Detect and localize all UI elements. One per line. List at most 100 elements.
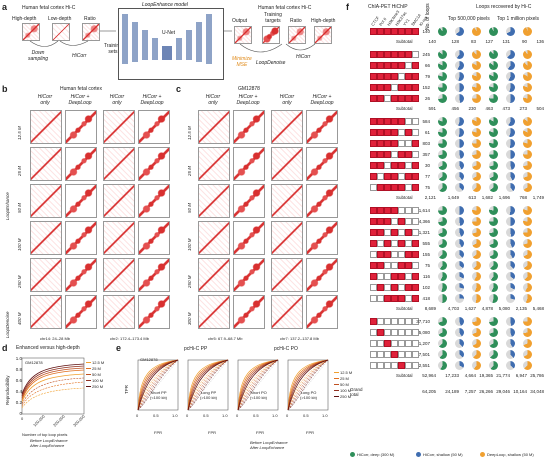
c-heatmap-r6-c2 [233, 295, 265, 329]
f-pie [489, 83, 498, 92]
f-factor-cell [412, 362, 419, 369]
f-pie [489, 361, 498, 370]
f-loop-count: 75 [424, 263, 430, 268]
f-factor-cell [370, 162, 377, 169]
f-factor-cell [391, 273, 398, 280]
d-sw-5 [86, 386, 91, 387]
f-pie [472, 361, 481, 370]
f-subtotal-value: 5,080 [498, 306, 510, 311]
f-pie [506, 128, 515, 137]
e-roc-curve-before [287, 359, 329, 411]
a-minimize-mse: Minimize MSE [232, 56, 252, 68]
f-pie [489, 139, 498, 148]
f-factor-cell [412, 51, 419, 58]
f-factor-cell [398, 140, 405, 147]
f-row: 75 [350, 182, 548, 193]
f-pie [523, 294, 532, 303]
f-pie [472, 50, 481, 59]
c-heatmap-r4-c3 [271, 221, 303, 255]
f-factor-cell [412, 140, 419, 147]
f-pie [489, 50, 498, 59]
c-heatmap-r1-c2 [233, 110, 265, 144]
f-factor-cell [398, 295, 405, 302]
f-factor-cell [398, 351, 405, 358]
c-heatmap-r3-c1 [198, 184, 230, 218]
f-pie [472, 72, 481, 81]
e-panel-label-3: Short PO (<100 kb) [250, 390, 268, 400]
f-factor-cell [370, 95, 377, 102]
f-factor-cell [398, 151, 405, 158]
b-heatmap-r2-c3 [103, 147, 135, 181]
c-row-labels: 12.5 M 25 M 50 M 100 M 250 M 300 M [186, 110, 198, 332]
f-factor-cell [370, 218, 377, 225]
f-subtotal-value: 25,786 [530, 373, 544, 378]
a-model-title: LoopEnhance model [142, 2, 188, 8]
e-tick-05: 0.5 [203, 413, 209, 418]
b-heatmap-grid [30, 110, 170, 332]
c-heatmap-r1-c1 [198, 110, 230, 144]
f-factor-cell [398, 340, 405, 347]
f-grand-total-value: 64,205 [422, 389, 436, 394]
f-factor-cell [391, 329, 398, 336]
f-pie [523, 250, 532, 259]
f-pie [523, 283, 532, 292]
f-pie [506, 161, 515, 170]
a-loopdenoise: LoopDenoise [256, 60, 286, 66]
f-pie [455, 283, 464, 292]
b-group-loopdenoise: LoopDenoise [5, 311, 10, 338]
f-loop-count: 140 [422, 29, 430, 34]
f-subtotal-value: 1,649 [447, 195, 459, 200]
f-pie [438, 206, 447, 215]
b-row-250m: 250 M [17, 275, 22, 288]
e-xlabel-4: FPR [306, 430, 314, 435]
f-factor-cell [412, 129, 419, 136]
f-pie [523, 183, 532, 192]
f-factor-cell [377, 173, 384, 180]
a-label-high-depth: High-depth [12, 16, 37, 22]
f-row: 79 [350, 71, 548, 82]
f-factor-cell [405, 51, 412, 58]
f-pie [523, 239, 532, 248]
f-pie [472, 83, 481, 92]
f-loop-count: 803 [422, 141, 430, 146]
e-roc-diagonal [237, 359, 279, 411]
f-factor-cell [384, 340, 391, 347]
f-factor-cell [391, 95, 398, 102]
f-pie [489, 217, 498, 226]
f-factor-cell [370, 251, 377, 258]
f-grand-total-value: 7,257 [464, 389, 476, 394]
f-pie [472, 261, 481, 270]
a-arrows [29, 30, 316, 53]
f-factor-cell [370, 151, 377, 158]
d-line-legend-before: Before LoopEnhance [30, 438, 68, 443]
f-factor-cell [384, 329, 391, 336]
e-title-po: pcHi-C PO [274, 346, 298, 352]
e-leg-5: 250 M [340, 394, 352, 399]
f-factor-cell [391, 173, 398, 180]
f-chia-title: ChIA-PET HiChIP [368, 4, 408, 10]
c-row-50m: 50 M [187, 202, 192, 213]
f-pie [489, 27, 498, 36]
f-pie [506, 172, 515, 181]
a-down-sampling: Down sampling [28, 50, 49, 62]
f-subtotal-value: 504 [536, 106, 544, 111]
f-row: 155 [350, 249, 548, 260]
f-factor-cell [398, 240, 405, 247]
f-pie [523, 72, 532, 81]
f-factor-cell [398, 162, 405, 169]
f-pie [438, 250, 447, 259]
f-row: 555 [350, 238, 548, 249]
d-leg-5: 250 M [92, 384, 104, 389]
d-xticks: 0 100,000 200,000 300,000 [18, 414, 88, 430]
f-factor-cell [377, 162, 384, 169]
f-factor-cell [377, 129, 384, 136]
f-factor-cell [405, 62, 412, 69]
f-factor-cell [384, 73, 391, 80]
f-factor-cell [384, 262, 391, 269]
panel-label-b: b [2, 84, 8, 94]
b-title: Human fetal cortex [60, 86, 102, 92]
f-loop-count: 357 [422, 152, 430, 157]
f-pie [506, 183, 515, 192]
f-factor-cell [377, 351, 384, 358]
d-leg-3: 50 M [92, 372, 101, 377]
